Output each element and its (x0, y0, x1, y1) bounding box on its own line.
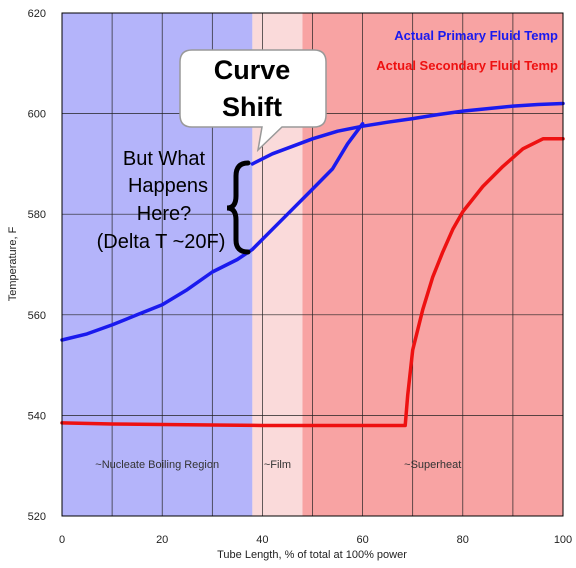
x-tick-label: 0 (59, 534, 65, 546)
y-tick-label: 580 (28, 209, 46, 221)
x-axis-label: Tube Length, % of total at 100% power (217, 549, 407, 561)
question-line-2: Happens (128, 175, 208, 197)
region-label-0: ~Nucleate Boiling Region (95, 459, 219, 471)
x-tick-label: 80 (457, 534, 469, 546)
curve-shift-callout: Curve Shift (179, 49, 327, 153)
x-tick-label: 60 (356, 534, 368, 546)
curly-brace (226, 160, 251, 255)
region-band-2 (302, 13, 563, 516)
y-tick-label: 560 (28, 310, 46, 322)
y-tick-label: 540 (28, 410, 46, 422)
legend-item-0: Actual Primary Fluid Temp (394, 28, 558, 43)
y-axis-label: Temperature, F (7, 226, 19, 301)
callout-line-2: Shift (222, 92, 282, 122)
question-line-4: (Delta T ~20F) (97, 231, 226, 253)
callout-line-1: Curve (214, 55, 291, 85)
y-tick-label: 600 (28, 109, 46, 121)
y-tick-label: 520 (28, 511, 46, 523)
series-line-0 (60, 121, 365, 342)
callout-bubble (179, 49, 327, 153)
region-label-1: ~Film (264, 459, 291, 471)
legend: Actual Primary Fluid Temp Actual Secondar… (376, 28, 558, 73)
plot-frame (61, 12, 564, 517)
x-tick-label: 40 (256, 534, 268, 546)
y-tick-label: 620 (28, 8, 46, 20)
x-tick-label: 20 (156, 534, 168, 546)
legend-item-1: Actual Secondary Fluid Temp (376, 58, 558, 73)
question-annotation: But What Happens Here? (Delta T ~20F) (97, 148, 251, 255)
series-line-2 (60, 137, 565, 428)
question-line-3: Here? (137, 203, 191, 225)
question-line-1: But What (123, 148, 206, 170)
x-tick-label: 100 (554, 534, 572, 546)
region-label-2: ~Superheat (404, 459, 461, 471)
series-line-1 (250, 101, 565, 166)
